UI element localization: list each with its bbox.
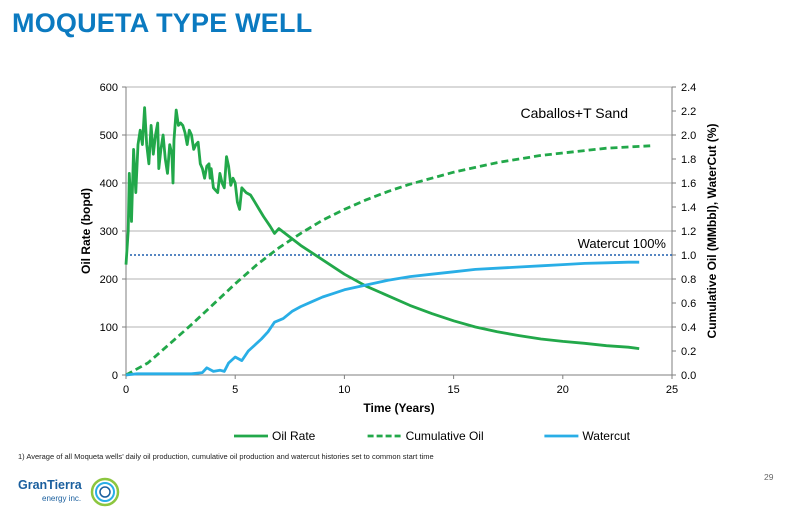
y2-tick-label: 1.4 bbox=[681, 202, 696, 214]
x-tick-label: 0 bbox=[123, 384, 129, 396]
y-tick-label: 200 bbox=[100, 274, 118, 286]
y2-tick-label: 1.0 bbox=[681, 250, 696, 262]
page-number: 29 bbox=[764, 472, 774, 482]
y2-tick-label: 2.4 bbox=[681, 82, 696, 94]
y-tick-label: 300 bbox=[100, 226, 118, 238]
y-tick-label: 0 bbox=[112, 370, 118, 382]
sand-annotation: Caballos+T Sand bbox=[520, 105, 628, 121]
logo-subtitle: energy inc. bbox=[42, 494, 82, 503]
legend-label: Watercut bbox=[582, 429, 630, 443]
watercut-100-label: Watercut 100% bbox=[578, 236, 667, 251]
company-logo: GranTierra energy inc. bbox=[18, 475, 128, 509]
y2-tick-label: 1.8 bbox=[681, 154, 696, 166]
y2-tick-label: 2.0 bbox=[681, 130, 696, 142]
y2-tick-label: 0.8 bbox=[681, 274, 696, 286]
y-tick-label: 500 bbox=[100, 130, 118, 142]
y2-tick-label: 1.6 bbox=[681, 178, 696, 190]
oil-rate-line bbox=[124, 106, 640, 350]
footnote: 1) Average of all Moqueta wells’ daily o… bbox=[18, 452, 434, 461]
x-tick-label: 15 bbox=[447, 384, 459, 396]
y-tick-label: 600 bbox=[100, 82, 118, 94]
y2-tick-label: 2.2 bbox=[681, 106, 696, 118]
y-tick-label: 100 bbox=[100, 322, 118, 334]
slide-title: MOQUETA TYPE WELL bbox=[12, 8, 313, 38]
y-tick-label: 400 bbox=[100, 178, 118, 190]
legend-label: Oil Rate bbox=[272, 429, 316, 443]
legend-label: Cumulative Oil bbox=[406, 429, 484, 443]
watercut-line bbox=[125, 260, 640, 377]
type-well-chart: 01002003004005006000.00.20.40.60.81.01.2… bbox=[79, 82, 719, 443]
x-tick-label: 20 bbox=[557, 384, 569, 396]
x-tick-label: 10 bbox=[338, 384, 350, 396]
y2-tick-label: 0.4 bbox=[681, 322, 696, 334]
y-axis-title: Oil Rate (bopd) bbox=[79, 188, 93, 274]
logo-ring-icon bbox=[90, 477, 120, 507]
y2-axis-title: Cumulative Oil (MMbbl), WaterCut (%) bbox=[705, 124, 719, 339]
x-tick-label: 5 bbox=[232, 384, 238, 396]
x-tick-label: 25 bbox=[666, 384, 678, 396]
logo-name: GranTierra bbox=[18, 478, 82, 492]
y2-tick-label: 0.0 bbox=[681, 370, 696, 382]
y2-tick-label: 1.2 bbox=[681, 226, 696, 238]
x-axis-title: Time (Years) bbox=[363, 401, 434, 415]
y2-tick-label: 0.6 bbox=[681, 298, 696, 310]
y2-tick-label: 0.2 bbox=[681, 346, 696, 358]
cumulative-oil-line bbox=[125, 144, 651, 377]
